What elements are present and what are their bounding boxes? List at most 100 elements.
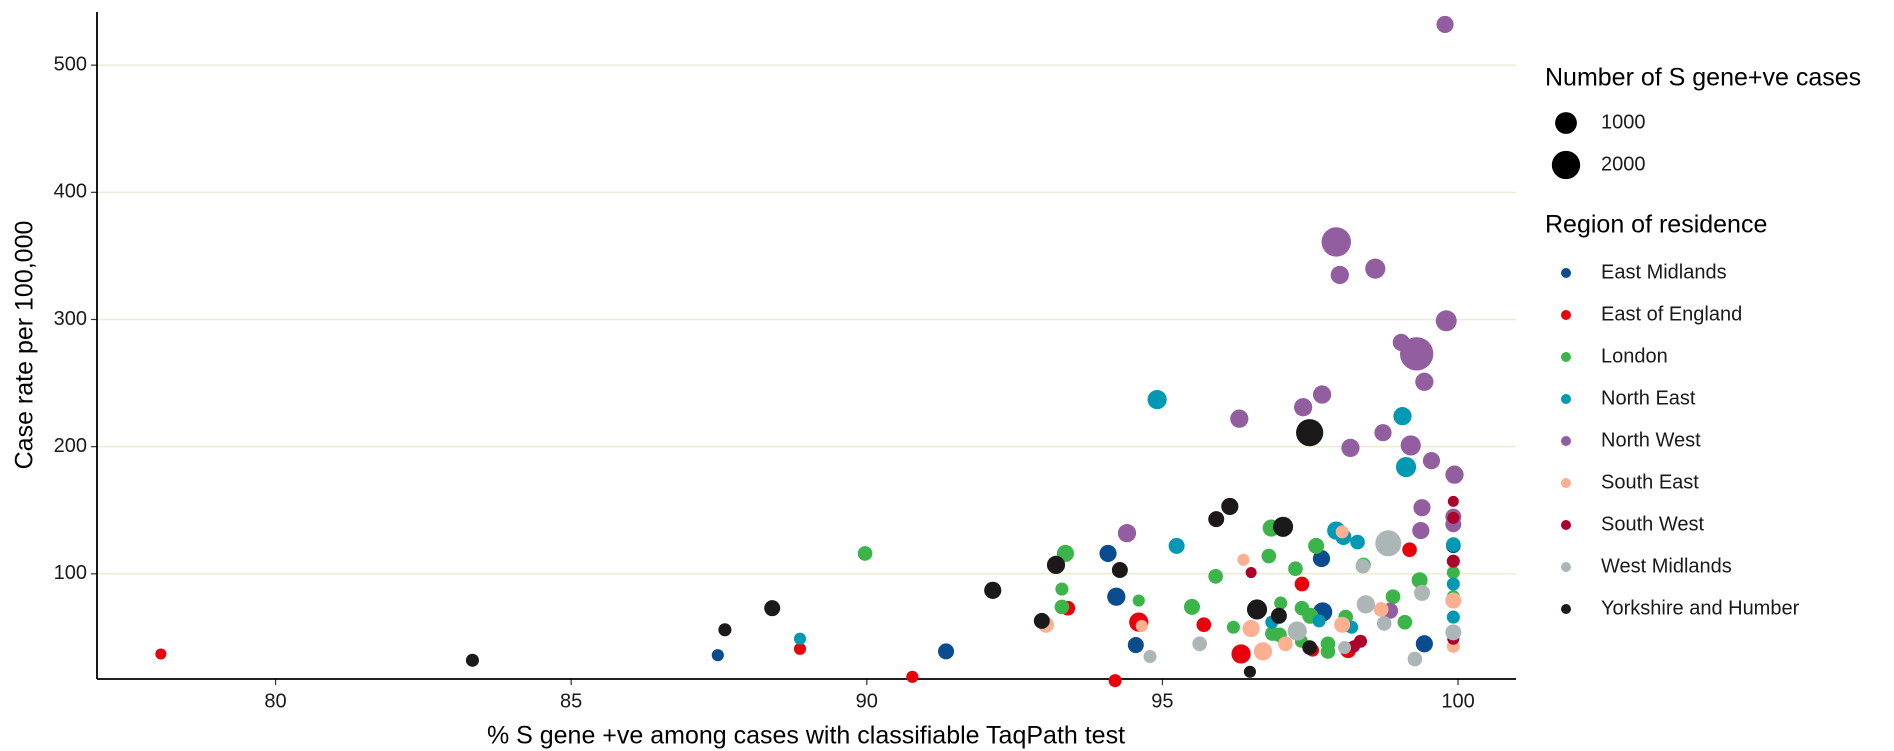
bubble <box>1447 511 1460 524</box>
bubble <box>1407 651 1423 667</box>
bubble <box>1046 555 1066 575</box>
legend-key <box>1561 562 1571 572</box>
bubble <box>793 642 807 655</box>
bubble <box>1237 553 1250 566</box>
bubble <box>1272 516 1294 537</box>
y-tick-label: 400 <box>54 181 87 203</box>
y-tick-label: 500 <box>54 53 87 75</box>
bubble <box>1278 636 1293 652</box>
bubble <box>1413 584 1430 601</box>
bubble <box>1445 537 1461 552</box>
bubble <box>1288 561 1303 577</box>
bubble <box>1135 619 1148 633</box>
bubble <box>1226 620 1240 634</box>
x-tick-label: 90 <box>856 690 878 712</box>
bubble <box>1445 465 1464 484</box>
bubble <box>1392 333 1410 351</box>
bubble <box>1261 548 1277 564</box>
bubble <box>1446 554 1460 568</box>
bubble <box>1374 424 1392 442</box>
bubble <box>1395 456 1417 478</box>
legend-label: South West <box>1601 513 1704 535</box>
bubble <box>1422 452 1441 470</box>
bubble <box>1445 624 1462 641</box>
bubble <box>1033 612 1050 629</box>
bubble <box>1192 636 1208 652</box>
legend-key <box>1561 604 1571 614</box>
bubble <box>1446 577 1460 591</box>
legend-label: North West <box>1601 429 1701 451</box>
x-tick-label: 100 <box>1441 690 1474 712</box>
bubble <box>764 600 781 617</box>
bubble <box>1413 499 1431 517</box>
legend-label: North East <box>1601 387 1696 409</box>
bubble <box>1270 607 1287 624</box>
bubble <box>1320 644 1336 659</box>
legend-label: London <box>1601 345 1668 367</box>
bubble <box>1245 567 1257 579</box>
x-axis-title: % S gene +ve among cases with classifiab… <box>487 722 1125 750</box>
y-tick-label: 100 <box>54 562 87 584</box>
bubble <box>1415 372 1434 391</box>
bubble <box>1221 497 1239 516</box>
bubble <box>1111 562 1128 579</box>
bubble <box>1147 389 1167 410</box>
bubble <box>984 581 1002 599</box>
bubble <box>906 670 919 683</box>
bubble <box>1445 592 1462 609</box>
bubble <box>718 623 732 637</box>
bubble <box>465 653 479 667</box>
bubble <box>1117 524 1137 543</box>
bubble <box>1393 407 1412 426</box>
bubble <box>1242 619 1260 638</box>
legend-key <box>1561 268 1571 278</box>
bubble <box>711 649 724 662</box>
bubble <box>1412 522 1430 540</box>
bubble <box>1208 511 1225 528</box>
y-tick-label: 200 <box>54 435 87 457</box>
bubble <box>1296 419 1324 447</box>
bubble <box>1287 621 1307 641</box>
size-legend-label: 1000 <box>1601 111 1646 133</box>
bubble <box>1183 598 1200 615</box>
bubble <box>1253 642 1273 661</box>
bubble <box>1143 649 1157 664</box>
bubble <box>1312 549 1331 568</box>
bubble <box>1108 674 1122 688</box>
legend-title: Region of residence <box>1545 211 1767 239</box>
bubble <box>1196 617 1212 633</box>
legend-label: East Midlands <box>1601 261 1727 283</box>
bubble <box>1274 596 1288 610</box>
legend-label: East of England <box>1601 303 1742 325</box>
bubble <box>1402 542 1417 557</box>
bubble <box>1308 537 1325 554</box>
x-tick-label: 85 <box>560 690 582 712</box>
y-tick-label: 300 <box>54 308 87 330</box>
legend-label: South East <box>1601 471 1699 493</box>
bubble <box>1446 610 1460 624</box>
bubble <box>1312 614 1326 628</box>
bubble <box>1335 525 1349 539</box>
bubble <box>1246 599 1268 620</box>
bubble <box>1054 599 1070 615</box>
bubble <box>1400 435 1421 456</box>
legend-key <box>1561 310 1571 320</box>
bubble <box>1168 537 1185 554</box>
bubble <box>1231 644 1251 664</box>
bubble <box>1347 640 1361 653</box>
legend-label: Yorkshire and Humber <box>1601 597 1800 619</box>
bubble <box>1411 572 1428 589</box>
bubble <box>1436 15 1454 34</box>
bubble <box>1132 594 1145 607</box>
bubble <box>1356 595 1375 614</box>
legend-key <box>1561 478 1571 488</box>
bubble <box>1338 641 1352 655</box>
bubble <box>1355 558 1371 574</box>
bubble <box>1375 530 1402 557</box>
bubble <box>1385 589 1401 605</box>
bubble <box>1321 227 1351 257</box>
bubble <box>1415 635 1433 653</box>
bubble <box>1312 385 1332 404</box>
bubble <box>1107 587 1126 606</box>
